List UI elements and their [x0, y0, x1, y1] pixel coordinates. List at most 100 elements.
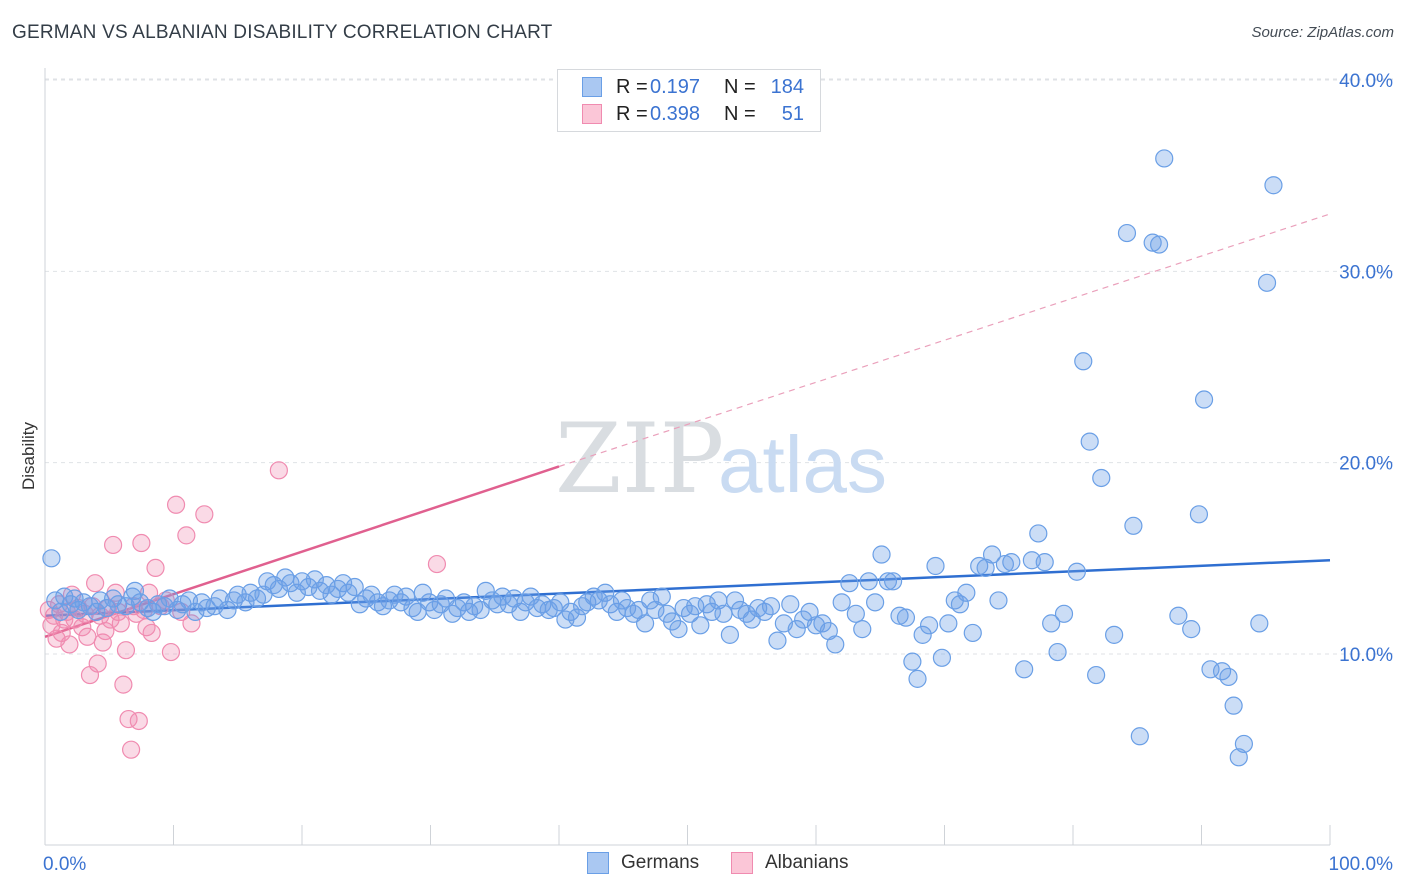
german-point [1124, 516, 1143, 535]
german-point [125, 581, 145, 600]
german-point [720, 625, 740, 644]
german-point [1042, 614, 1061, 633]
german-point [1092, 468, 1111, 488]
albanian-point [142, 623, 161, 643]
albanian-point [88, 654, 107, 673]
german-point [46, 591, 65, 610]
german-point [1130, 727, 1149, 746]
y-axis-label: Disability [19, 421, 38, 490]
german-point [51, 602, 70, 622]
german-point [1234, 734, 1254, 754]
legend-germans-label: Germans [621, 852, 700, 873]
german-point [1143, 233, 1162, 252]
albanian-point [114, 675, 133, 694]
german-point [281, 574, 300, 593]
german-point [913, 625, 932, 644]
chart-source: Source: ZipAtlas.com [1251, 24, 1394, 41]
albanian-point [111, 614, 130, 633]
albanian-point [195, 505, 214, 524]
german-point [1035, 553, 1054, 572]
albanians-trend-extension [558, 213, 1331, 468]
albanian-point [65, 610, 84, 629]
german-point [1182, 620, 1201, 639]
legend-item-germans[interactable]: Germans [587, 852, 699, 874]
albanian-point [132, 533, 151, 553]
german-point [1149, 235, 1169, 254]
german-point [1189, 505, 1209, 524]
german-point [345, 577, 364, 597]
albanian-point [116, 641, 136, 660]
german-point [1117, 223, 1137, 243]
legend-r-value: 0.197 [650, 75, 701, 98]
albanian-point [78, 627, 97, 646]
germans-swatch-icon [582, 77, 602, 97]
albanian-point [137, 618, 156, 637]
chart-title: GERMAN VS ALBANIAN DISABILITY CORRELATIO… [12, 22, 553, 43]
legend-item-albanians[interactable]: Albanians [731, 852, 848, 874]
german-point [926, 556, 945, 576]
albanian-point [86, 574, 105, 593]
german-point [334, 574, 353, 593]
german-point [989, 591, 1008, 610]
germans-points [42, 149, 1283, 767]
german-point [846, 604, 865, 623]
german-point [702, 602, 722, 622]
albanian-point [101, 610, 120, 629]
german-point [1201, 660, 1220, 679]
german-point [413, 583, 432, 602]
german-point [903, 652, 922, 671]
albanians-swatch-icon [582, 104, 602, 124]
albanians-legend-icon [731, 852, 753, 874]
german-point [872, 545, 891, 564]
german-point [652, 587, 671, 606]
german-point [1169, 606, 1188, 625]
legend-row-albanians: R = 0.398 N = 51 [582, 101, 804, 127]
german-point [725, 591, 745, 610]
albanian-point [182, 614, 201, 633]
legend-row-germans: R = 0.197 N = 184 [582, 74, 804, 100]
german-point [1194, 390, 1214, 409]
albanian-point [166, 495, 186, 514]
y-tick-label: 20.0% [1339, 454, 1393, 475]
german-point [883, 572, 903, 591]
x-tick-label: 0.0% [43, 854, 86, 875]
german-point [454, 593, 474, 612]
german-point [1087, 665, 1106, 685]
german-point [1229, 748, 1248, 767]
albanian-point [121, 740, 141, 759]
german-point [459, 602, 479, 622]
series-legend: Germans Albanians [0, 852, 1406, 878]
y-tick-label: 30.0% [1339, 262, 1393, 283]
legend-n-value: 184 [770, 75, 804, 98]
albanians-trend-line [44, 465, 560, 638]
german-point [641, 591, 660, 610]
albanian-point [146, 558, 165, 578]
german-point [768, 631, 787, 650]
german-point [1264, 176, 1283, 195]
grid-lines [45, 78, 1395, 655]
german-point [567, 608, 587, 627]
watermark: ZIP atlas [555, 403, 887, 515]
german-point [1074, 352, 1093, 371]
albanian-point [39, 600, 58, 620]
german-point [826, 635, 845, 654]
german-point [218, 600, 237, 620]
legend-r-label: R = [616, 102, 648, 125]
german-point [714, 604, 733, 623]
albanian-point [93, 633, 112, 652]
german-point [116, 597, 136, 616]
german-point [691, 616, 710, 635]
german-point [950, 595, 970, 614]
german-point [1067, 562, 1086, 581]
albanian-point [427, 554, 447, 574]
german-point [1219, 667, 1238, 687]
german-point [391, 593, 411, 612]
x-tick-label: 100.0% [1329, 854, 1394, 875]
legend-r-label: R = [616, 75, 648, 98]
german-point [995, 554, 1014, 574]
german-point [761, 597, 781, 616]
albanian-point [60, 635, 79, 654]
german-point [932, 648, 952, 667]
german-point [963, 623, 982, 643]
